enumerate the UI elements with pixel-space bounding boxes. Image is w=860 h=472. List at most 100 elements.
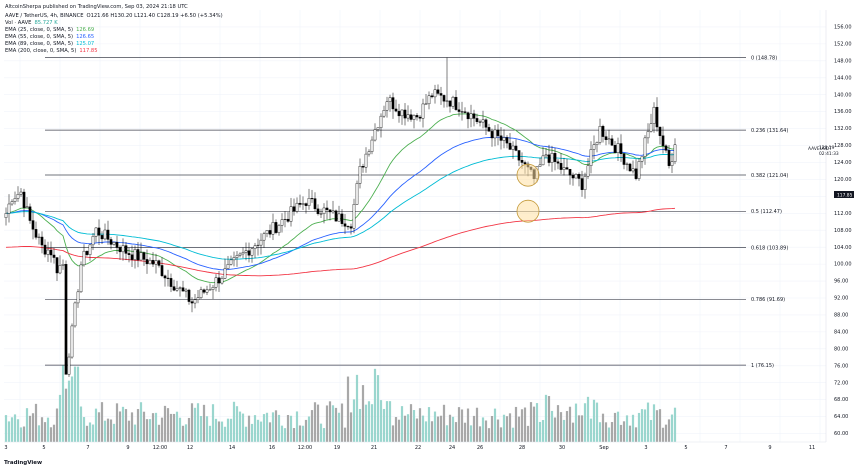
candle-body [10, 201, 14, 205]
candle [112, 241, 116, 246]
volume-bar [541, 420, 545, 442]
candle [580, 170, 584, 197]
candle [238, 252, 242, 258]
volume-bar [247, 415, 251, 442]
volume-bar [640, 409, 644, 442]
volume-bar [547, 396, 551, 442]
candle-body [616, 143, 620, 153]
candle-body [400, 109, 404, 117]
candle [37, 233, 41, 245]
volume-bar [10, 417, 14, 442]
volume-bar [130, 412, 134, 442]
highlight-circle [516, 199, 540, 223]
candle [31, 212, 35, 240]
candle [40, 231, 44, 254]
candle [280, 213, 284, 233]
candle-body [262, 233, 266, 241]
candle [625, 162, 629, 171]
candle [394, 99, 398, 113]
candle [418, 115, 422, 122]
volume-bar [262, 414, 266, 442]
candle [262, 231, 266, 248]
volume-bar [241, 413, 245, 442]
volume-bar [568, 406, 572, 442]
volume-bar [574, 403, 578, 442]
volume-bar [157, 424, 161, 442]
candle [415, 113, 419, 121]
candle [226, 255, 230, 270]
candle [46, 241, 50, 262]
volume-bar [154, 412, 158, 442]
volume-bar [346, 376, 350, 442]
price-tick-label: 100.00 [834, 262, 852, 268]
candle [430, 93, 434, 99]
candle [544, 148, 548, 158]
volume-bar [502, 414, 506, 442]
volume-bar [613, 412, 617, 442]
volume-bar [577, 415, 581, 442]
volume-bar [331, 405, 335, 442]
volume-bar [451, 416, 455, 442]
candle [664, 144, 668, 153]
candle [13, 191, 17, 205]
candle-body [184, 289, 188, 292]
candle-body [214, 277, 218, 288]
candle [445, 57, 449, 108]
fib-label: 0.5 (112.47) [751, 209, 782, 215]
candle-body [253, 245, 257, 249]
candle-body [280, 219, 284, 226]
candle-body [643, 137, 647, 157]
candle-body [112, 242, 116, 245]
candle [286, 212, 290, 223]
volume-bar [667, 419, 671, 442]
volume-bar [211, 404, 215, 442]
candle [151, 252, 155, 268]
volume-bar [490, 415, 494, 442]
volume-bar [13, 414, 17, 442]
candle [19, 188, 23, 197]
candle-body [265, 230, 269, 234]
volume-bar [655, 410, 659, 442]
candle-body [598, 125, 602, 143]
candle-body [331, 210, 335, 213]
candle [145, 249, 149, 274]
candle [406, 105, 410, 122]
candle-body [103, 229, 107, 240]
volume-bar [166, 408, 170, 442]
volume-bar [52, 424, 56, 442]
candle-body [412, 115, 416, 120]
volume-bar [670, 414, 674, 442]
volume-bar [475, 407, 479, 442]
candle-body [445, 100, 449, 102]
price-tick-label: 72.00 [834, 380, 848, 386]
volume-bar [415, 418, 419, 442]
candle-body [154, 260, 158, 265]
candle [403, 103, 407, 126]
candle [568, 168, 572, 185]
volume-bar [595, 402, 599, 442]
candle-body [370, 139, 374, 152]
volume-bar [505, 416, 509, 442]
candle-body [484, 119, 488, 128]
candle [103, 223, 107, 241]
volume-bar [409, 404, 413, 442]
time-tick-label: 16 [269, 445, 275, 451]
volume-bar [244, 426, 248, 442]
candle-body [601, 125, 605, 137]
candle-body [493, 129, 497, 139]
candle-body [295, 202, 299, 212]
volume-bar [430, 421, 434, 442]
volume-bar [163, 405, 167, 442]
candle [88, 243, 92, 261]
volume-bar [649, 419, 653, 442]
candle [250, 247, 254, 263]
candle [583, 172, 587, 199]
candle-body [325, 207, 329, 210]
volume-bar [340, 403, 344, 442]
volume-bar [4, 415, 8, 442]
candle-body [574, 174, 578, 179]
volume-bar [142, 411, 146, 442]
volume-bar [190, 403, 194, 442]
candle-body [301, 203, 305, 205]
